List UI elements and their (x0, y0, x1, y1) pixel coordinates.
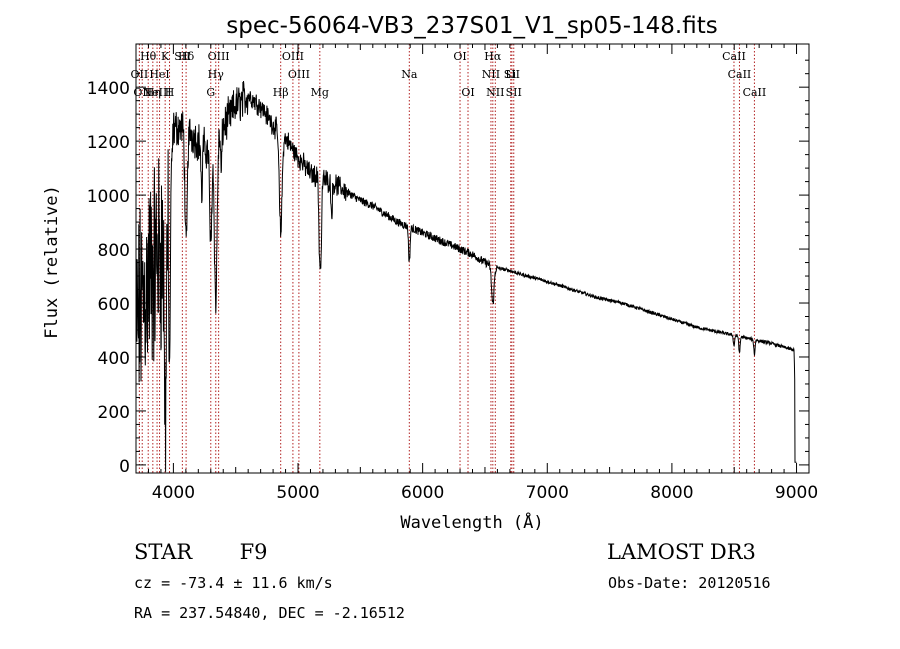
redshift-text: cz = -73.4 ± 11.6 km/s (134, 574, 333, 592)
line-label: Hδ (178, 50, 195, 63)
line-label: OI (461, 86, 474, 99)
y-tick-label: 1200 (87, 133, 130, 153)
line-label: OIII (282, 50, 304, 63)
y-tick-label: 1000 (87, 187, 130, 207)
line-label: NII (482, 68, 500, 81)
axis-ticks: 4000 5000 6000 7000 8000 9000 0 200 400 600 800 100… (87, 44, 818, 503)
line-label: OII (133, 86, 151, 99)
y-axis-label: Flux (relative) (42, 185, 62, 339)
x-tick-label: 9000 (775, 483, 818, 503)
line-label: Hγ (208, 68, 225, 81)
line-label: Mg (311, 86, 329, 99)
line-label: SII (174, 50, 190, 63)
line-label: OIII (208, 50, 230, 63)
obs-date-text: Obs-Date: 20120516 (608, 574, 771, 592)
y-tick-label: 200 (98, 403, 130, 423)
line-label: Hα (484, 50, 502, 63)
line-label: HeI (149, 68, 169, 81)
line-label: OI (453, 50, 466, 63)
line-label: SII (506, 86, 522, 99)
object-subclass: F9 (239, 540, 268, 564)
x-tick-label: 8000 (650, 483, 693, 503)
line-label: Na (401, 68, 418, 81)
line-label: CaII (722, 50, 746, 63)
y-tick-label: 1400 (87, 79, 130, 99)
line-label: Hβ (273, 86, 289, 99)
y-tick-label: 400 (98, 349, 130, 369)
x-tick-label: 4000 (152, 483, 195, 503)
line-label: G (206, 86, 215, 99)
line-label: CaII (743, 86, 767, 99)
y-tick-label: 800 (98, 241, 130, 261)
line-label: SII (504, 68, 520, 81)
x-tick-label: 6000 (401, 483, 444, 503)
line-label: OII (131, 68, 149, 81)
line-label: Hθ (140, 50, 157, 63)
line-label: Hη (145, 86, 161, 99)
object-class: STAR (134, 540, 193, 564)
line-label: H (165, 86, 175, 99)
line-label: OIII (288, 68, 310, 81)
y-tick-label: 0 (119, 457, 130, 477)
y-tick-label: 600 (98, 295, 130, 315)
chart-title: spec-56064-VB3_237S01_V1_sp05-148.fits (226, 13, 717, 39)
x-tick-label: 7000 (526, 483, 569, 503)
spectrum-line (135, 80, 797, 472)
line-label: Li (505, 68, 516, 81)
line-label: NeIII (142, 86, 171, 99)
line-label: K (161, 50, 170, 63)
coordinates-text: RA = 237.54840, DEC = -2.16512 (134, 604, 405, 622)
x-tick-label: 5000 (276, 483, 319, 503)
line-label: CaII (728, 68, 752, 81)
x-axis-label: Wavelength (Å) (400, 511, 543, 533)
survey-label: LAMOST DR3 (607, 540, 756, 564)
line-label: NII (486, 86, 504, 99)
